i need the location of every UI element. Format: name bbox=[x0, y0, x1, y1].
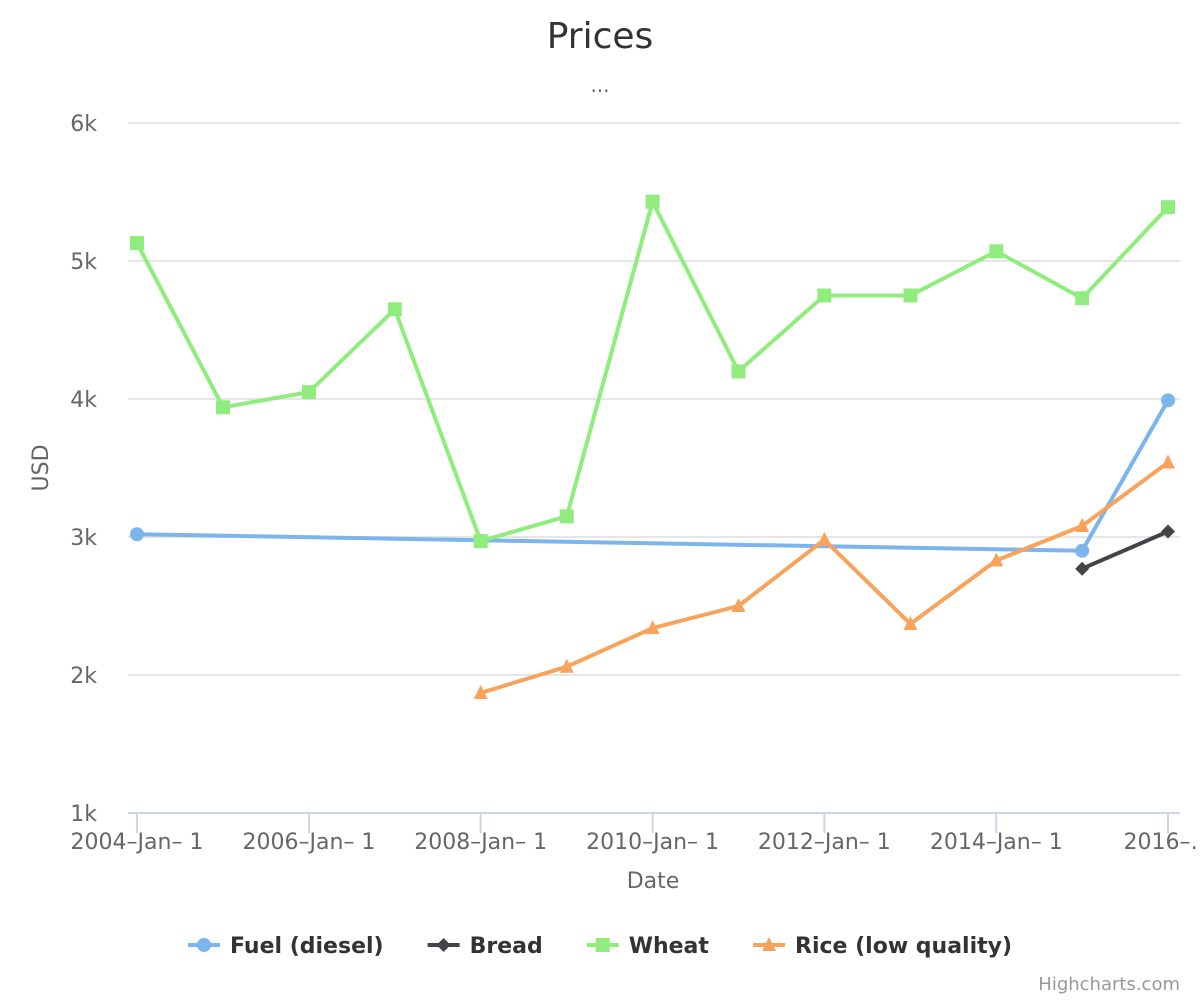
data-point-wheat[interactable] bbox=[903, 288, 918, 303]
data-point-wheat[interactable] bbox=[216, 400, 231, 415]
x-tick-label: 2004–Jan– 1 bbox=[71, 830, 204, 855]
x-tick-label: 2006–Jan– 1 bbox=[242, 830, 375, 855]
data-point-wheat[interactable] bbox=[817, 288, 832, 303]
legend-symbol-marker bbox=[762, 937, 776, 951]
legend: Fuel (diesel) Bread Wheat Rice (low quality… bbox=[188, 934, 1012, 959]
series-bread bbox=[1075, 524, 1175, 576]
data-point-wheat[interactable] bbox=[645, 194, 660, 209]
chart-title: Prices bbox=[547, 16, 654, 57]
data-point-fuel-diesel[interactable] bbox=[1075, 543, 1090, 558]
legend-label: Wheat bbox=[629, 934, 710, 959]
legend-item-bread[interactable]: Bread bbox=[427, 934, 543, 959]
y-tick-label: 2k bbox=[70, 664, 97, 689]
y-axis-title: USD bbox=[29, 444, 54, 491]
series-line-bread[interactable] bbox=[1080, 529, 1170, 571]
data-point-wheat[interactable] bbox=[1161, 200, 1175, 215]
data-point-wheat[interactable] bbox=[731, 364, 746, 379]
series-line-rice-low-quality[interactable] bbox=[478, 460, 1170, 695]
credits-link[interactable]: Highcharts.com bbox=[1038, 974, 1180, 995]
y-tick-label: 4k bbox=[70, 388, 97, 413]
legend-label: Rice (low quality) bbox=[795, 934, 1012, 959]
x-tick-label: 2014–Jan– 1 bbox=[930, 830, 1063, 855]
series-wheat bbox=[130, 194, 1175, 549]
data-point-bread[interactable] bbox=[1075, 561, 1090, 576]
legend-symbol-marker bbox=[595, 938, 610, 952]
data-point-rice-low-quality[interactable] bbox=[817, 531, 832, 546]
data-point-rice-low-quality[interactable] bbox=[473, 684, 488, 699]
data-point-wheat[interactable] bbox=[989, 244, 1004, 259]
x-axis-title: Date bbox=[627, 869, 680, 894]
data-point-rice-low-quality[interactable] bbox=[731, 598, 746, 612]
data-point-wheat[interactable] bbox=[130, 236, 144, 251]
legend-item-wheat[interactable]: Wheat bbox=[586, 934, 710, 959]
series-line-fuel-diesel[interactable] bbox=[135, 398, 1170, 553]
y-tick-label: 6k bbox=[70, 112, 97, 137]
series-line-wheat[interactable] bbox=[135, 199, 1170, 544]
legend-label: Fuel (diesel) bbox=[230, 934, 384, 959]
y-axis-ticks: 1k 2k 3k 4k 5k 6k bbox=[70, 112, 97, 827]
data-point-wheat[interactable] bbox=[473, 534, 488, 549]
y-tick-label: 3k bbox=[70, 526, 97, 551]
plot-series bbox=[130, 194, 1175, 699]
data-point-rice-low-quality[interactable] bbox=[559, 658, 574, 673]
x-tick-label: 2010–Jan– 1 bbox=[586, 830, 719, 855]
data-point-fuel-diesel[interactable] bbox=[130, 527, 144, 542]
y-tick-label: 1k bbox=[70, 802, 97, 827]
legend-label: Bread bbox=[470, 934, 543, 959]
data-point-wheat[interactable] bbox=[1075, 291, 1090, 306]
legend-symbol-marker bbox=[436, 938, 451, 952]
x-axis: 2004–Jan– 1 2006–Jan– 1 2008–Jan– 1 2010–Ja… bbox=[71, 812, 1200, 855]
y-tick-label: 5k bbox=[70, 250, 97, 275]
data-point-wheat[interactable] bbox=[301, 385, 316, 400]
x-tick-label: 2016–… bbox=[1124, 830, 1200, 855]
data-point-rice-low-quality[interactable] bbox=[1075, 517, 1090, 532]
data-point-rice-low-quality[interactable] bbox=[1161, 454, 1175, 469]
data-point-fuel-diesel[interactable] bbox=[1161, 393, 1175, 408]
data-point-wheat[interactable] bbox=[387, 302, 402, 317]
chart-subtitle: ... bbox=[590, 73, 609, 97]
legend-item-rice-low-quality[interactable]: Rice (low quality) bbox=[753, 934, 1012, 959]
series-fuel-diesel bbox=[130, 393, 1175, 558]
data-point-bread[interactable] bbox=[1161, 524, 1175, 539]
data-point-rice-low-quality[interactable] bbox=[903, 615, 918, 630]
data-point-rice-low-quality[interactable] bbox=[989, 552, 1004, 567]
x-tick-label: 2012–Jan– 1 bbox=[758, 830, 891, 855]
legend-item-fuel-diesel[interactable]: Fuel (diesel) bbox=[188, 934, 384, 959]
data-point-wheat[interactable] bbox=[559, 509, 574, 524]
x-tick-label: 2008–Jan– 1 bbox=[414, 830, 547, 855]
series-rice-low-quality bbox=[473, 454, 1175, 699]
data-point-rice-low-quality[interactable] bbox=[645, 620, 660, 635]
legend-symbol-marker bbox=[197, 938, 211, 952]
